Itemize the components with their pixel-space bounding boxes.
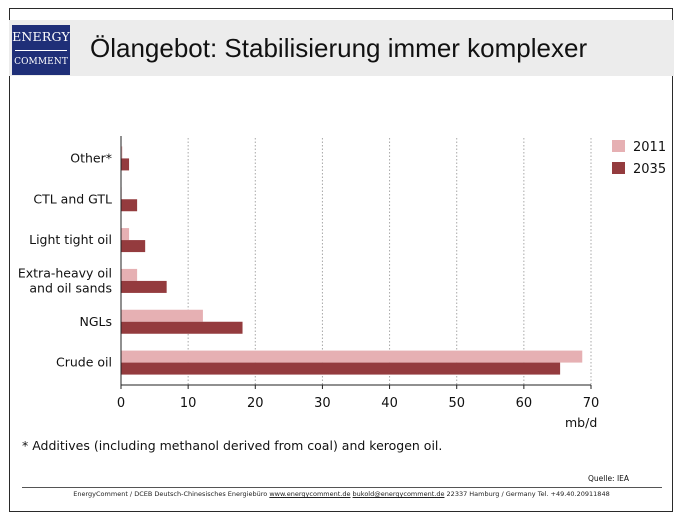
chart-footnote: * Additives (including methanol derived … [22,438,443,453]
x-tick-label: 70 [583,396,600,411]
category-label: Other* [70,150,112,165]
bar-2035-2 [121,199,138,212]
bar-2035-4 [121,280,167,293]
category-label: NGLs [79,314,112,329]
category-label: Crude oil [56,355,112,370]
bar-2011-3 [121,228,130,241]
energycomment-logo: ENERGY COMMENT [12,25,70,75]
footer-divider [22,487,662,488]
footer-email-link[interactable]: bukold@energycomment.de [352,490,445,498]
bar-2011-4 [121,268,138,281]
category-label: Light tight oil [29,232,112,247]
legend-label-2011: 2011 [633,140,666,155]
footer-org: EnergyComment / DCEB Deutsch-Chinesische… [73,490,268,498]
logo-line-1: ENERGY [12,29,70,44]
slide-title: Ölangebot: Stabilisierung immer komplexe… [90,33,588,63]
bar-2035-3 [121,240,146,253]
title-band [9,20,674,76]
x-tick-label: 20 [247,396,264,411]
x-tick-label: 50 [448,396,465,411]
logo-divider [15,50,67,51]
x-tick-label: 10 [180,396,197,411]
footer-website-link[interactable]: www.energycomment.de [269,490,351,498]
legend-label-2035: 2035 [633,162,666,177]
x-tick-label: 60 [516,396,533,411]
category-label: CTL and GTL [33,191,112,206]
bar-2011-1 [121,146,123,159]
footer-address: 22337 Hamburg / Germany [446,490,536,498]
bar-2011-5 [121,309,203,322]
x-tick-label: 30 [314,396,331,411]
logo-line-2: COMMENT [14,57,68,67]
bar-2035-5 [121,321,243,334]
legend-swatch-2011 [612,140,625,152]
bar-2035-1 [121,158,130,171]
slide-frame [9,8,673,512]
footer-phone: Tel. +49.40.20911848 [537,490,610,498]
x-tick-label: 0 [117,396,125,411]
bar-2011-6 [121,350,583,363]
bar-2035-6 [121,362,561,375]
source-label: Quelle: IEA [588,474,630,483]
legend-swatch-2035 [612,162,625,174]
x-tick-label: 40 [381,396,398,411]
footer: EnergyComment / DCEB Deutsch-Chinesische… [0,490,683,498]
category-label: Extra-heavy oil and oil sands [18,265,112,295]
x-axis-label: mb/d [565,415,597,430]
